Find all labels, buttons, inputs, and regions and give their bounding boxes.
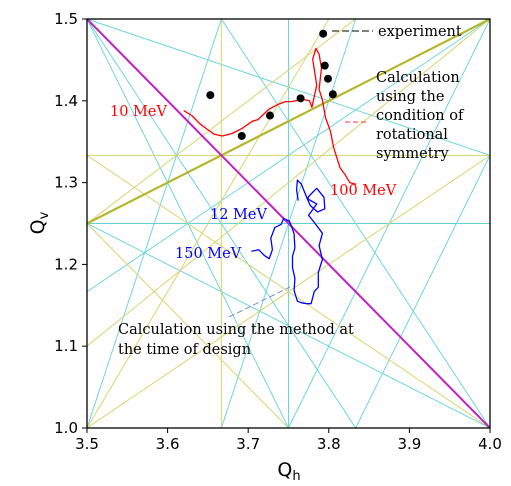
calc-design-label-line2: the time of design	[118, 342, 251, 358]
y-tick-label-2: 1.2	[54, 255, 78, 273]
y-tick-label-1: 1.1	[54, 337, 78, 355]
resonance-lines	[87, 19, 490, 428]
calc-rotational-label-line4: rotational	[376, 127, 448, 143]
calc-rotational-label-line3: condition of	[376, 108, 465, 124]
resonance-line-yellow-7	[87, 223, 289, 428]
axis-ticks: 3.5 3.6 3.7 3.8 3.9 4.0 1.0 1.1 1.2 1.3 1.4 1.5	[54, 10, 502, 453]
calc-rotational-label-line5: symmetry	[376, 146, 449, 162]
y-tick-label-3: 1.3	[54, 174, 78, 192]
label-100-mev: 100 MeV	[330, 183, 397, 199]
resonance-line-magenta-0	[87, 19, 490, 428]
experiment-point-3	[296, 94, 305, 103]
experiment-markers	[206, 29, 337, 140]
plot-frame	[86, 18, 491, 429]
x-axis-label: Qh	[277, 459, 300, 484]
y-tick-label-0: 1.0	[54, 419, 78, 437]
resonance-line-yellow-4	[87, 19, 330, 428]
resonance-line-cyan-10	[355, 155, 490, 428]
label-12-mev: 12 MeV	[210, 207, 267, 223]
experiment-label: experiment	[378, 24, 462, 40]
x-tick-label-4: 3.9	[397, 435, 421, 453]
x-tick-label-2: 3.7	[236, 435, 260, 453]
resonance-line-yellow-6	[87, 19, 356, 224]
experiment-point-2	[265, 111, 274, 120]
x-tick-label-0: 3.5	[75, 435, 99, 453]
calc-design-leader-line	[228, 286, 291, 318]
annotations: experiment Calculation using the conditi…	[110, 24, 465, 358]
x-tick-label-1: 3.6	[156, 435, 180, 453]
resonance-line-olive-0	[87, 19, 490, 225]
experiment-point-4	[319, 29, 328, 38]
label-150-mev: 150 MeV	[175, 246, 242, 262]
experiment-point-1	[237, 131, 246, 140]
experiment-point-5	[320, 61, 329, 70]
calc-rotational-label-line1: Calculation	[376, 70, 460, 86]
y-tick-label-4: 1.4	[54, 92, 78, 110]
experiment-point-7	[328, 90, 337, 99]
y-axis-label: Qv	[27, 211, 52, 234]
resonance-line-yellow-1	[87, 154, 490, 428]
x-tick-label-5: 4.0	[478, 435, 502, 453]
experiment-point-6	[323, 74, 332, 83]
calc-rotational-label-line2: using the	[376, 89, 444, 105]
y-tick-label-5: 1.5	[54, 10, 78, 28]
label-10-mev: 10 MeV	[110, 104, 167, 120]
x-tick-label-3: 3.8	[317, 435, 341, 453]
series-line-calculation_rotational_symmetry	[183, 47, 357, 185]
data-series	[183, 47, 357, 305]
experiment-point-0	[206, 91, 215, 100]
series-line-calculation_design_method	[251, 179, 326, 305]
calc-design-label-line1: Calculation using the method at	[118, 322, 354, 338]
